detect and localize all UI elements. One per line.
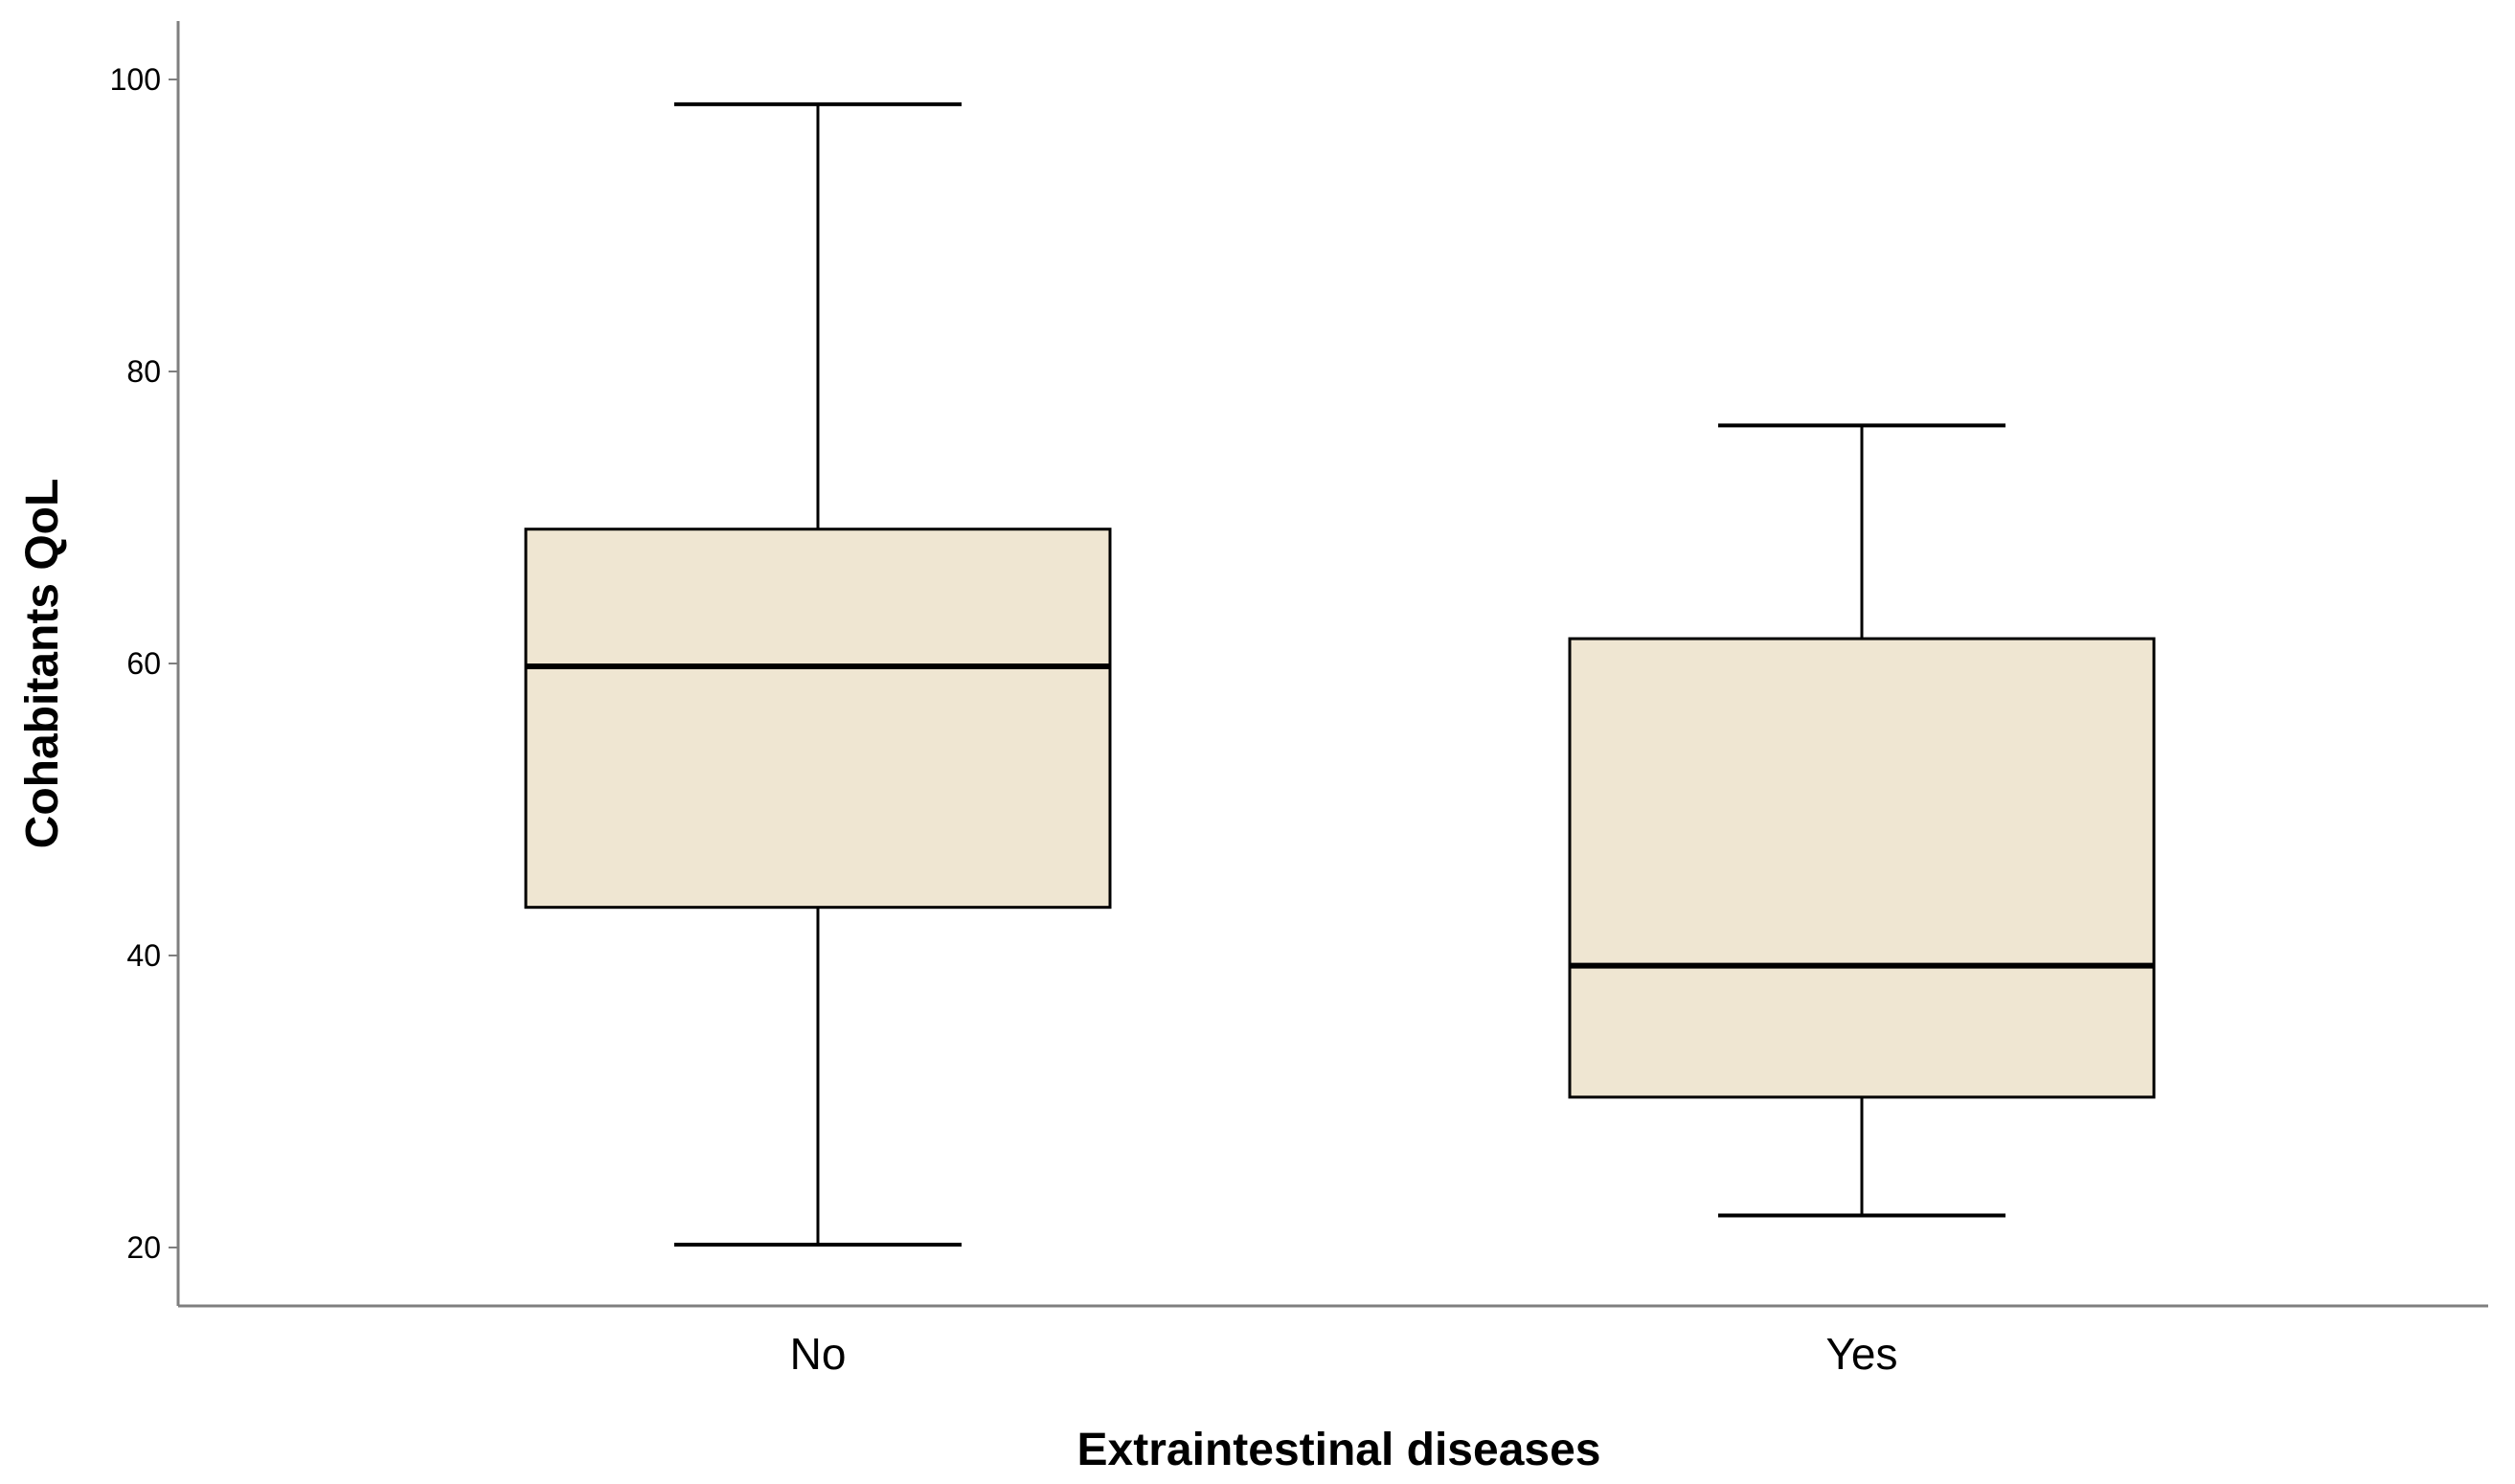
boxes-layer [524,101,2156,1247]
y-ticks: 20 40 60 80 100 [110,62,178,1265]
y-tick-label: 60 [126,646,161,681]
y-tick-label: 80 [126,354,161,389]
y-tick-label: 20 [126,1230,161,1265]
iqr-box [524,528,1112,910]
y-tick-label: 40 [126,938,161,973]
x-axis-title: Extraintestinal diseases [1077,1425,1601,1475]
y-axis-title: Cohabitants QoL [17,479,68,849]
iqr-box [1568,637,2156,1099]
x-categories: No Yes [790,1329,1898,1379]
y-tick-label: 100 [110,62,161,97]
x-category-label: Yes [1825,1329,1897,1379]
box-group-no [524,101,1112,1247]
box-group-yes [1568,423,2156,1218]
x-category-label: No [790,1329,847,1379]
